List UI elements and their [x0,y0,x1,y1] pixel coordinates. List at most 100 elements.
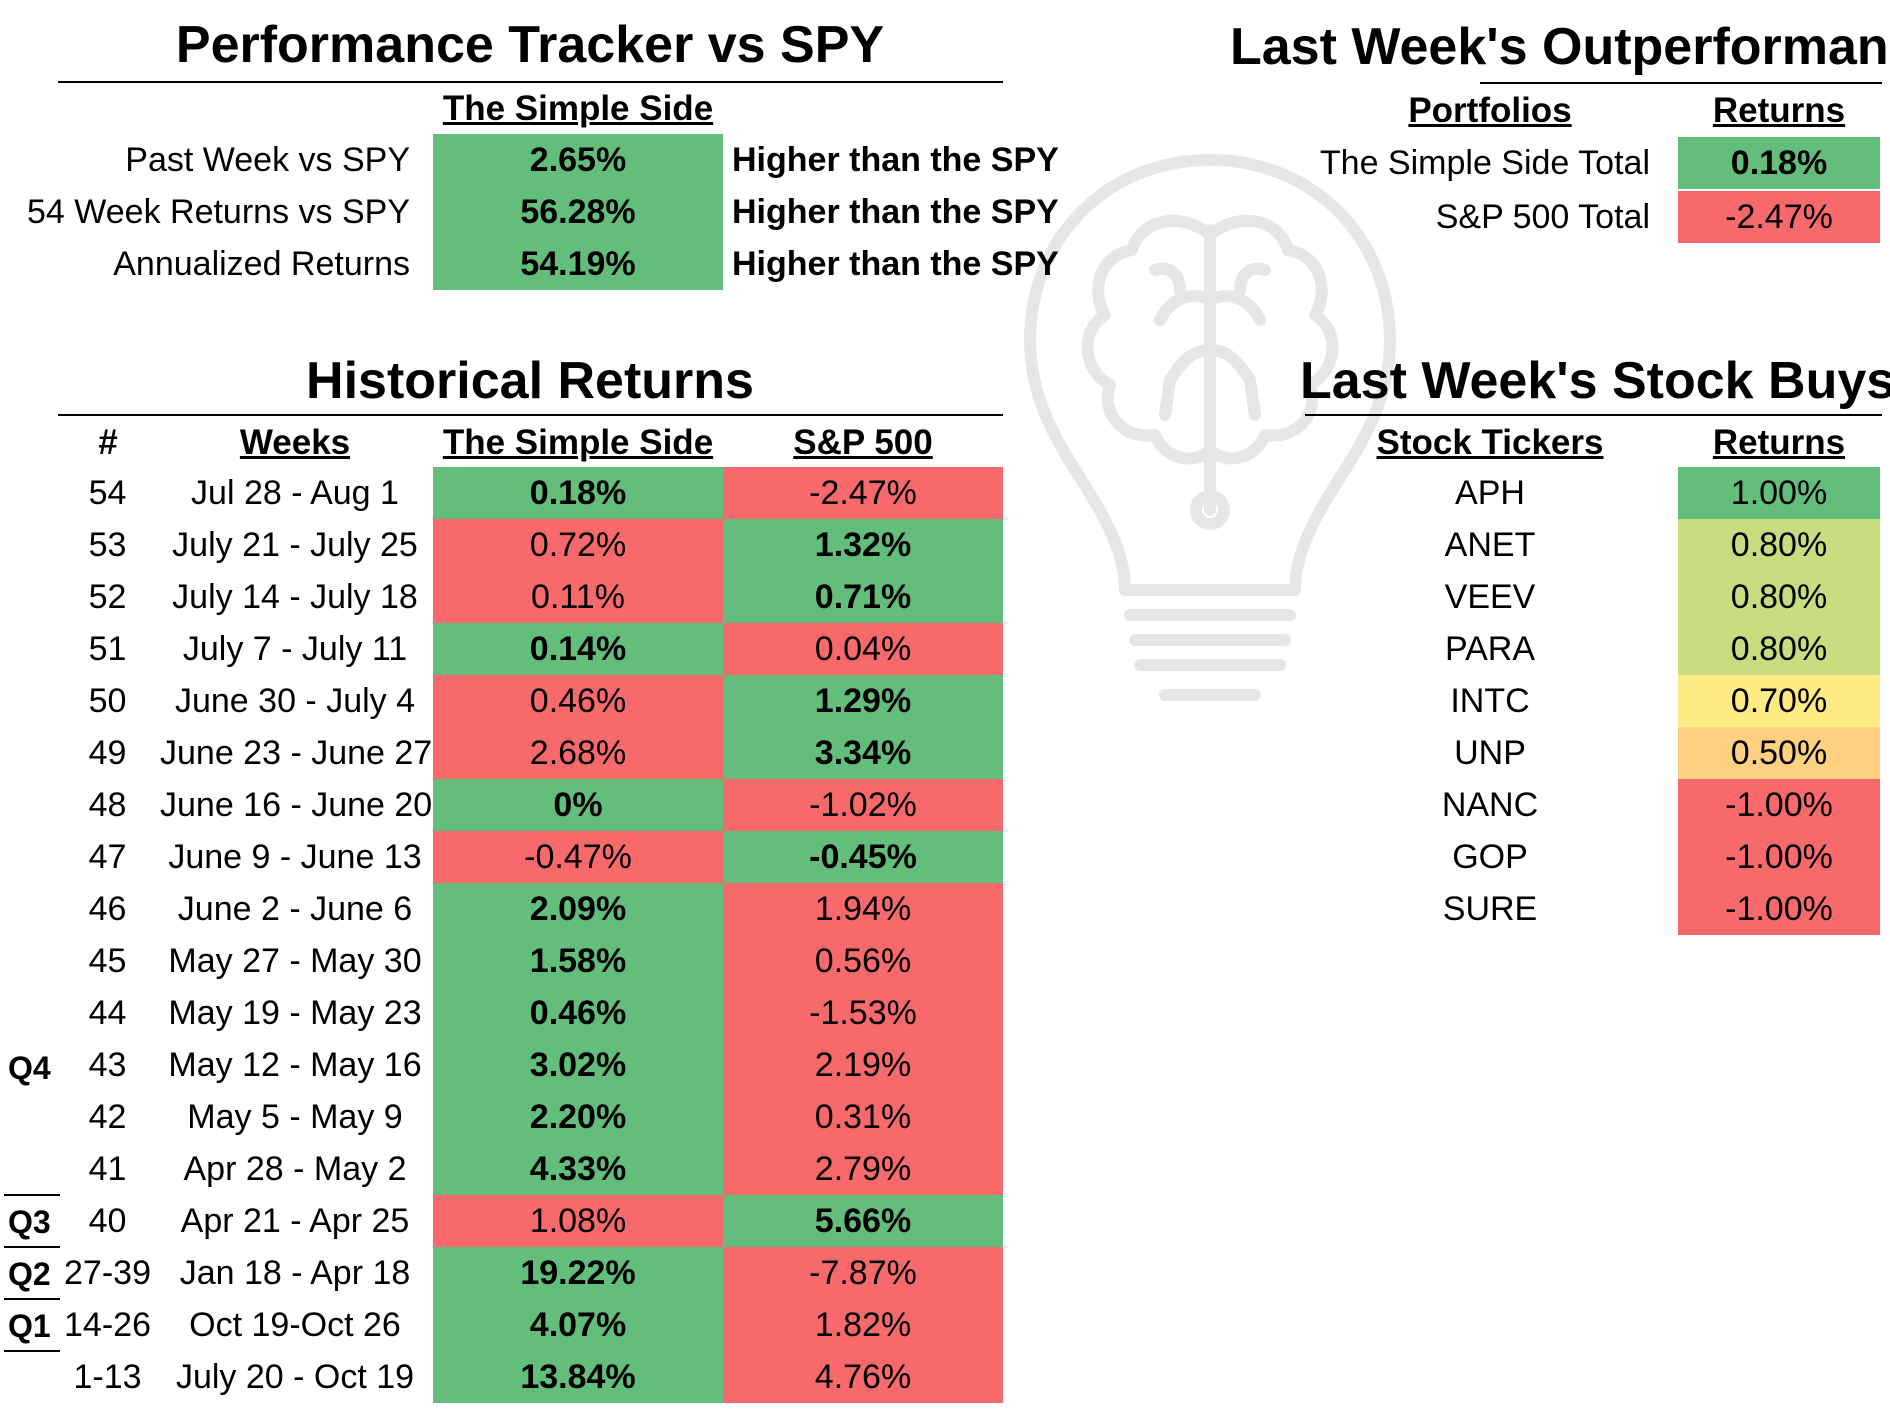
simple-side-return: 0.18% [433,467,723,519]
tracker-row-note: Higher than the SPY [732,141,1059,179]
row-number: 14-26 [64,1306,151,1344]
quarter-label-q4: Q4 [8,1050,51,1086]
row-weeks: June 16 - June 20 [160,786,433,824]
quarter-divider [4,1246,60,1248]
row-weeks: July 7 - July 11 [182,630,408,668]
quarter-label-q3: Q3 [8,1204,51,1240]
stock-ticker: APH [1455,474,1525,512]
row-weeks: May 27 - May 30 [168,942,422,980]
outperformance-title: Last Week's Outperformance [1230,18,1890,76]
simple-side-return: 0.11% [433,571,723,623]
sp500-return: 1.82% [723,1299,1003,1351]
stock-return: 0.80% [1678,571,1880,623]
sp500-header: S&P 500 [793,423,933,462]
row-number: 50 [88,682,127,720]
row-weeks: Jul 28 - Aug 1 [191,474,399,512]
historical-title-rule [58,414,1003,416]
simple-side-return: 0.46% [433,675,723,727]
quarter-divider [4,1298,60,1300]
sp500-return: 1.94% [723,883,1003,935]
row-weeks: July 21 - July 25 [172,526,418,564]
sp500-return: 1.32% [723,519,1003,571]
sp500-return: 0.31% [723,1091,1003,1143]
simple-side-return: 3.02% [433,1039,723,1091]
row-weeks: June 2 - June 6 [177,890,413,928]
row-number: 48 [88,786,127,824]
sp500-return: 1.29% [723,675,1003,727]
tracker-row-label: Past Week vs SPY [125,141,410,179]
sp500-return: 3.34% [723,727,1003,779]
row-number: 1-13 [73,1358,142,1396]
tracker-row-value: 2.65% [433,134,723,186]
stock-ticker: PARA [1444,630,1536,668]
stock-return: -1.00% [1678,779,1880,831]
row-number: 53 [88,526,127,564]
tracker-row-value: 56.28% [433,186,723,238]
tracker-column-header: The Simple Side [442,89,714,128]
tracker-row-note: Higher than the SPY [732,193,1059,231]
stock-ticker: SURE [1442,890,1538,928]
row-weeks: June 23 - June 27 [160,734,433,772]
simple-side-return: 13.84% [433,1351,723,1403]
stock-ticker: NANC [1441,786,1539,824]
row-number: 43 [88,1046,127,1084]
row-number: 47 [88,838,127,876]
simple-side-return: 0.72% [433,519,723,571]
simple-side-return: 0.46% [433,987,723,1039]
quarter-divider [4,1194,60,1196]
sp500-return: 5.66% [723,1195,1003,1247]
simple-side-return: 4.07% [433,1299,723,1351]
portfolio-name: S&P 500 Total [1435,198,1650,236]
row-weeks: May 5 - May 9 [187,1098,403,1136]
row-number: 44 [88,994,127,1032]
tracker-row-label: 54 Week Returns vs SPY [27,193,410,231]
simple-side-return: 0.14% [433,623,723,675]
row-weeks: Jan 18 - Apr 18 [179,1254,411,1292]
sp500-return: -2.47% [723,467,1003,519]
row-weeks: Apr 21 - Apr 25 [180,1202,410,1240]
sp500-return: 0.71% [723,571,1003,623]
row-number: 46 [88,890,127,928]
stock-return: -1.00% [1678,831,1880,883]
outperformance-title-rule [1480,82,1882,84]
tracker-row-value: 54.19% [433,238,723,290]
row-weeks: May 12 - May 16 [168,1046,422,1084]
simple-side-return: 1.08% [433,1195,723,1247]
stock-ticker: UNP [1454,734,1526,772]
simple-side-return: 1.58% [433,935,723,987]
stock-returns-header: Returns [1712,423,1846,462]
row-number: 27-39 [64,1254,151,1292]
outperformance-returns-header: Returns [1712,91,1846,130]
portfolio-return: -2.47% [1678,191,1880,243]
weeks-header: Weeks [239,423,351,462]
sp500-return: -1.53% [723,987,1003,1039]
sp500-return: -0.45% [723,831,1003,883]
quarter-divider [4,1350,60,1352]
portfolio-return: 0.18% [1678,137,1880,189]
simple-side-return: 0% [433,779,723,831]
stock-return: 1.00% [1678,467,1880,519]
row-number: 42 [88,1098,127,1136]
stock-return: 0.80% [1678,519,1880,571]
stock-ticker: ANET [1444,526,1536,564]
row-number: 54 [88,474,127,512]
sp500-return: 0.56% [723,935,1003,987]
tracker-row-note: Higher than the SPY [732,245,1059,283]
row-number: 49 [88,734,127,772]
lightbulb-brain-icon [1024,154,1396,701]
tracker-row-label: Annualized Returns [113,245,410,283]
sp500-return: 0.04% [723,623,1003,675]
simple-side-return: 2.09% [433,883,723,935]
row-weeks: May 19 - May 23 [168,994,422,1032]
tracker-title-rule [58,81,1003,83]
stock-tickers-header: Stock Tickers [1376,423,1604,462]
stock-ticker: VEEV [1444,578,1536,616]
row-number: 51 [88,630,127,668]
stock-ticker: INTC [1450,682,1530,720]
row-number: 40 [88,1202,127,1240]
stock-return: 0.80% [1678,623,1880,675]
stock-return: 0.50% [1678,727,1880,779]
row-number: 52 [88,578,127,616]
row-weeks: Oct 19-Oct 26 [189,1306,401,1344]
sp500-return: 4.76% [723,1351,1003,1403]
